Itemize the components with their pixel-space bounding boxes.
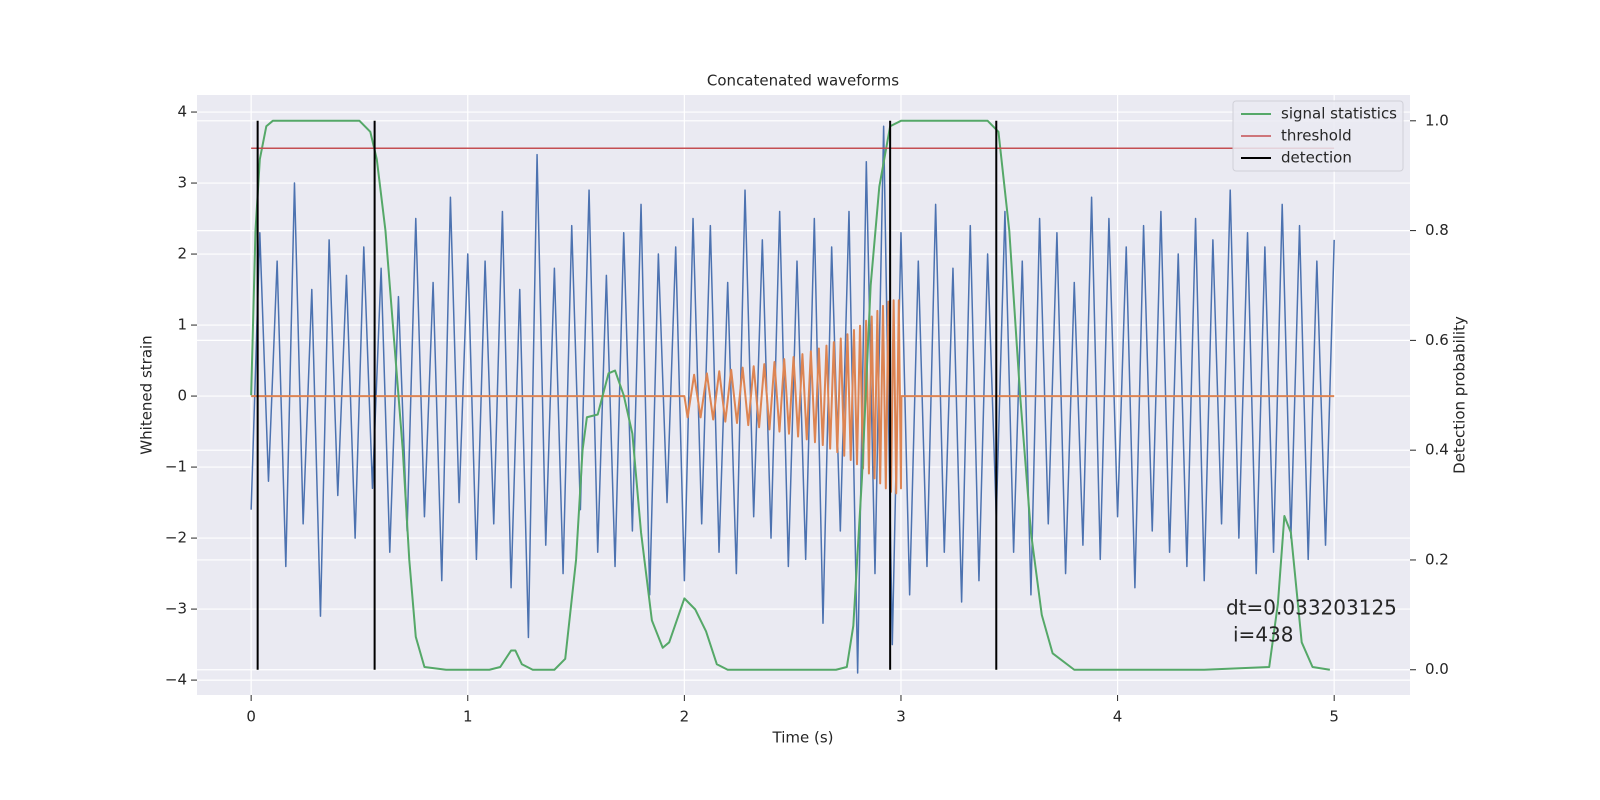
y2-tick-label: 0.0 — [1425, 660, 1449, 678]
annotation: dt=0.033203125 — [1226, 596, 1397, 620]
y-tick-label: 1 — [177, 316, 187, 334]
y-tick-label: 0 — [177, 387, 187, 405]
x-tick-label: 3 — [896, 708, 906, 726]
y2-tick-label: 0.4 — [1425, 441, 1449, 459]
y2-tick-label: 0.2 — [1425, 550, 1449, 568]
series-line — [250, 119, 1331, 671]
annotation: i=438 — [1233, 623, 1294, 647]
y2-tick-label: 0.8 — [1425, 221, 1449, 239]
y-tick-label: −2 — [165, 529, 187, 547]
chart-title: Concatenated waveforms — [707, 72, 899, 90]
legend: signal statistics threshold detection — [1232, 100, 1404, 172]
y2-axis-title: Detection probability — [1451, 316, 1469, 474]
y-tick-label: 4 — [177, 103, 187, 121]
y-tick-label: −1 — [165, 458, 187, 476]
x-axis-title: Time (s) — [772, 729, 834, 747]
x-tick-label: 2 — [680, 708, 690, 726]
series-line — [256, 120, 998, 670]
x-tick-label: 5 — [1329, 708, 1339, 726]
x-tick-label: 0 — [246, 708, 256, 726]
x-tick-label: 1 — [463, 708, 473, 726]
legend-label: signal statistics — [1281, 105, 1397, 123]
x-tick-label: 4 — [1113, 708, 1123, 726]
y-tick-label: 3 — [177, 174, 187, 192]
y-tick-label: −4 — [165, 671, 187, 689]
series-line — [250, 125, 1335, 674]
y-tick-label: 2 — [177, 245, 187, 263]
legend-label: detection — [1281, 149, 1352, 167]
y2-tick-label: 1.0 — [1425, 111, 1449, 129]
y2-tick-label: 0.6 — [1425, 331, 1449, 349]
series-line — [251, 299, 1335, 495]
y-axis-title: Whitened strain — [138, 335, 156, 454]
legend-label: threshold — [1281, 127, 1352, 145]
y-tick-label: −3 — [165, 600, 187, 618]
legend-box — [1232, 100, 1404, 172]
